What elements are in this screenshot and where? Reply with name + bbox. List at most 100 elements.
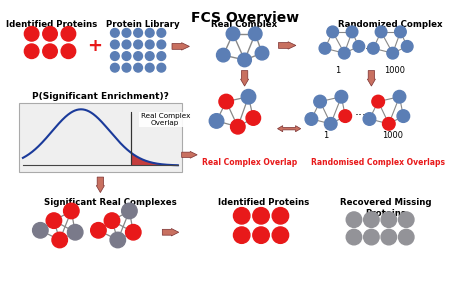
Circle shape bbox=[319, 43, 331, 54]
Text: Real Complex Overlap: Real Complex Overlap bbox=[202, 158, 297, 167]
Polygon shape bbox=[240, 71, 249, 86]
Polygon shape bbox=[278, 42, 296, 49]
Text: Recovered Missing
Proteins: Recovered Missing Proteins bbox=[340, 198, 432, 218]
Circle shape bbox=[226, 27, 240, 41]
Polygon shape bbox=[367, 71, 375, 86]
Circle shape bbox=[346, 212, 362, 227]
Circle shape bbox=[399, 212, 414, 227]
Circle shape bbox=[338, 47, 350, 59]
Circle shape bbox=[157, 52, 166, 60]
Text: +: + bbox=[87, 37, 102, 55]
Circle shape bbox=[219, 94, 234, 109]
Polygon shape bbox=[277, 126, 301, 132]
Circle shape bbox=[401, 41, 413, 52]
Circle shape bbox=[397, 110, 410, 122]
Circle shape bbox=[241, 89, 255, 104]
Circle shape bbox=[134, 40, 143, 49]
Polygon shape bbox=[172, 43, 190, 50]
Circle shape bbox=[314, 95, 327, 108]
Circle shape bbox=[399, 229, 414, 245]
Circle shape bbox=[110, 63, 119, 72]
Text: Randomised Complex Overlaps: Randomised Complex Overlaps bbox=[311, 158, 445, 167]
Circle shape bbox=[255, 46, 269, 60]
Circle shape bbox=[52, 232, 67, 248]
Circle shape bbox=[134, 63, 143, 72]
Circle shape bbox=[24, 27, 39, 41]
Circle shape bbox=[324, 117, 337, 130]
Circle shape bbox=[346, 26, 358, 38]
Circle shape bbox=[230, 119, 245, 134]
Text: ...: ... bbox=[355, 105, 367, 118]
Text: FCS Overview: FCS Overview bbox=[191, 11, 299, 24]
Circle shape bbox=[381, 229, 397, 245]
Text: Identified Proteins: Identified Proteins bbox=[219, 198, 310, 207]
Circle shape bbox=[43, 27, 57, 41]
Circle shape bbox=[327, 26, 338, 38]
Circle shape bbox=[91, 223, 106, 238]
Circle shape bbox=[387, 47, 399, 59]
Text: Randomized Complex: Randomized Complex bbox=[338, 20, 443, 29]
Circle shape bbox=[61, 44, 76, 58]
Text: Protein Library: Protein Library bbox=[106, 20, 180, 29]
Polygon shape bbox=[96, 177, 104, 193]
Circle shape bbox=[122, 52, 131, 60]
Circle shape bbox=[110, 40, 119, 49]
Circle shape bbox=[61, 27, 76, 41]
Text: Real Complex: Real Complex bbox=[211, 20, 278, 29]
Polygon shape bbox=[131, 153, 178, 165]
Text: 1: 1 bbox=[323, 131, 328, 140]
Circle shape bbox=[33, 223, 48, 238]
Circle shape bbox=[146, 40, 154, 49]
Polygon shape bbox=[162, 229, 179, 236]
Circle shape bbox=[272, 208, 289, 224]
Text: Identified Proteins: Identified Proteins bbox=[6, 20, 98, 29]
Circle shape bbox=[146, 63, 154, 72]
Text: P(Significant Enrichment)?: P(Significant Enrichment)? bbox=[32, 92, 169, 101]
Circle shape bbox=[253, 227, 269, 243]
Circle shape bbox=[253, 208, 269, 224]
Circle shape bbox=[122, 40, 131, 49]
Circle shape bbox=[104, 213, 120, 228]
Circle shape bbox=[46, 213, 62, 228]
Circle shape bbox=[363, 113, 376, 125]
Circle shape bbox=[305, 113, 318, 125]
Circle shape bbox=[272, 227, 289, 243]
Text: Significant Real Complexes: Significant Real Complexes bbox=[44, 198, 176, 207]
Circle shape bbox=[383, 117, 395, 130]
Circle shape bbox=[217, 48, 230, 62]
Circle shape bbox=[335, 90, 348, 103]
Circle shape bbox=[364, 212, 379, 227]
Circle shape bbox=[146, 52, 154, 60]
Circle shape bbox=[157, 29, 166, 37]
Circle shape bbox=[339, 110, 352, 122]
Circle shape bbox=[375, 26, 387, 38]
Circle shape bbox=[67, 224, 83, 240]
Circle shape bbox=[110, 29, 119, 37]
Circle shape bbox=[364, 229, 379, 245]
Circle shape bbox=[246, 111, 261, 125]
Circle shape bbox=[157, 40, 166, 49]
Text: 1000: 1000 bbox=[382, 131, 403, 140]
Circle shape bbox=[110, 52, 119, 60]
Text: 1000: 1000 bbox=[384, 66, 405, 75]
Circle shape bbox=[122, 29, 131, 37]
Circle shape bbox=[157, 63, 166, 72]
Circle shape bbox=[122, 63, 131, 72]
FancyBboxPatch shape bbox=[19, 103, 182, 172]
Circle shape bbox=[395, 26, 406, 38]
Circle shape bbox=[134, 29, 143, 37]
Polygon shape bbox=[182, 151, 197, 158]
Circle shape bbox=[381, 212, 397, 227]
Circle shape bbox=[248, 27, 262, 41]
Circle shape bbox=[110, 232, 126, 248]
Circle shape bbox=[234, 227, 250, 243]
Circle shape bbox=[134, 52, 143, 60]
Circle shape bbox=[234, 208, 250, 224]
Circle shape bbox=[126, 224, 141, 240]
Circle shape bbox=[24, 44, 39, 58]
Text: 1: 1 bbox=[335, 66, 340, 75]
Circle shape bbox=[122, 203, 137, 219]
Text: ...: ... bbox=[365, 39, 376, 52]
Circle shape bbox=[43, 44, 57, 58]
Circle shape bbox=[346, 229, 362, 245]
